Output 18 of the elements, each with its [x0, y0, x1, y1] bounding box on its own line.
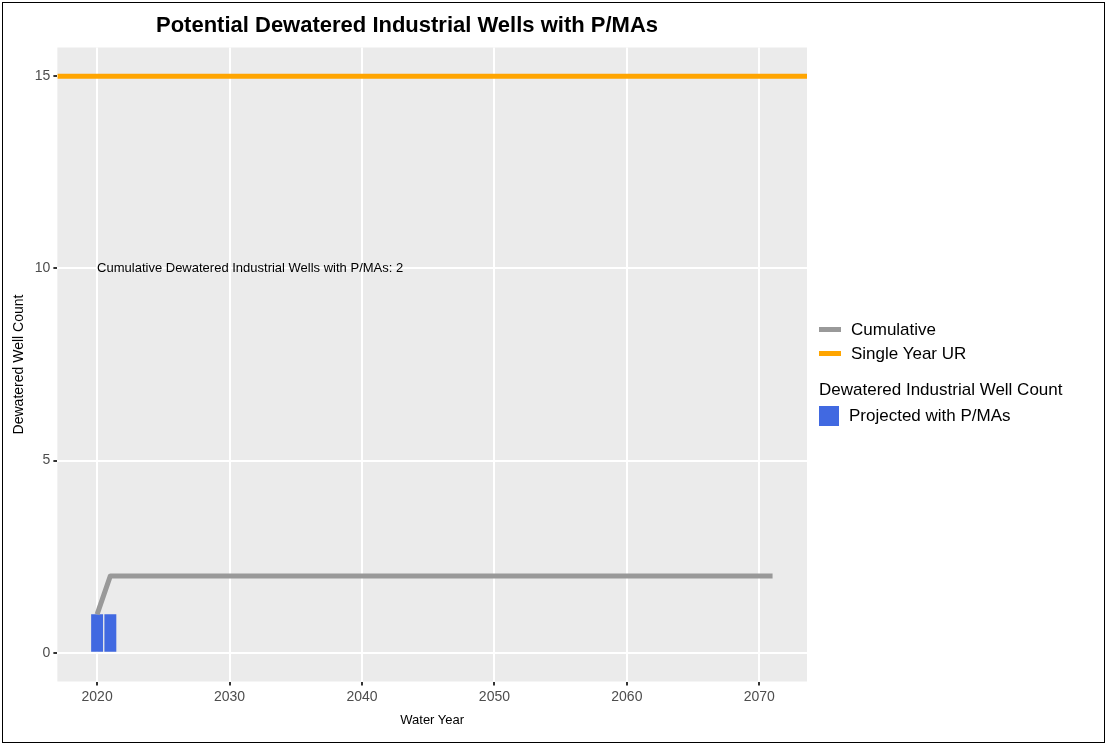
legend-title: Dewatered Industrial Well Count — [819, 379, 1063, 400]
annotation: Cumulative Dewatered Industrial Wells with P/MAs: 2 — [97, 259, 404, 275]
x-tick-label: 2020 — [81, 687, 113, 704]
chart-title: Potential Dewatered Industrial Wells with P/MAs — [155, 12, 659, 38]
y-tick-label: 0 — [42, 643, 51, 660]
legend-label: Projected with P/MAs — [848, 405, 1012, 426]
legend-label: Cumulative — [850, 319, 938, 340]
y-tick-label: 10 — [34, 259, 51, 276]
y-axis-title: Dewatered Well Count — [10, 294, 27, 435]
x-tick-label: 2030 — [213, 687, 246, 704]
x-tick-label: 2040 — [346, 687, 378, 704]
y-tick-label: 5 — [42, 451, 51, 468]
x-axis-title: Water Year — [400, 711, 465, 727]
x-tick-label: 2070 — [743, 687, 776, 704]
y-tick-label: 15 — [34, 67, 51, 84]
x-tick-label: 2060 — [611, 687, 643, 704]
legend-label: Single Year UR — [850, 343, 968, 364]
x-tick-label: 2050 — [478, 687, 511, 704]
